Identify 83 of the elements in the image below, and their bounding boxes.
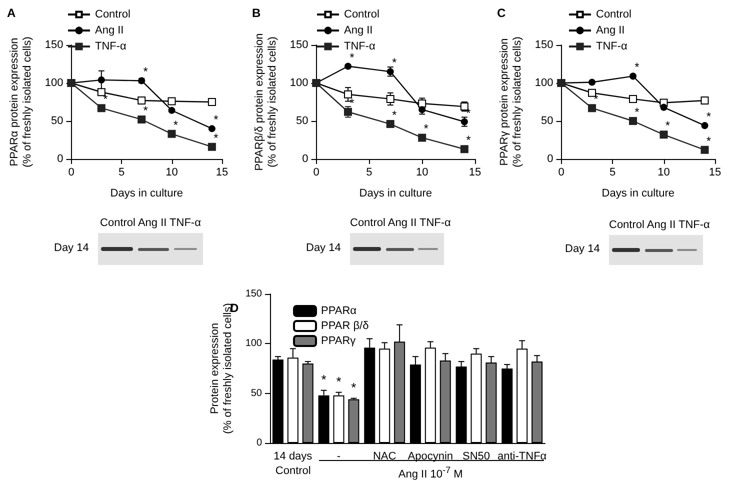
- annotation: *: [424, 122, 429, 136]
- y-tick-label: 0: [547, 153, 554, 165]
- annotation: *: [634, 60, 640, 74]
- y-tick-label: 50: [51, 115, 64, 127]
- x-tick-label: 10: [416, 166, 428, 178]
- y-tick-label: 150: [245, 288, 262, 300]
- x-tick-label: 0: [558, 166, 564, 178]
- chart-title: A: [7, 6, 16, 20]
- legend-label: PPARγ: [321, 335, 356, 347]
- legend-label: Control: [596, 8, 632, 20]
- y-tick-label: 0: [302, 153, 308, 165]
- y-tick-label: 0: [256, 438, 262, 448]
- text: Day 14: [54, 242, 89, 254]
- x-tick-label: 14 days: [274, 450, 313, 462]
- legend-label: TNF-α: [596, 40, 628, 52]
- y-tick-label: 100: [534, 77, 554, 89]
- x-tick-label: SN50: [462, 450, 490, 462]
- x-tick-label: -: [336, 450, 341, 462]
- annotation: *: [665, 118, 670, 133]
- x-tick-label: 5: [609, 166, 616, 178]
- y-tick-label: 100: [44, 77, 64, 89]
- y-tick-label: 150: [290, 39, 308, 51]
- annotation: *: [351, 380, 356, 395]
- legend-label: Ang II: [596, 24, 625, 36]
- x-tick-label: 15: [708, 166, 722, 178]
- x-tick-label: Apocynin: [408, 450, 454, 462]
- x-axis-title: Days in culture: [110, 188, 184, 200]
- annotation: *: [173, 118, 178, 132]
- legend-label: Control: [95, 8, 130, 20]
- annotation: *: [103, 92, 108, 106]
- x-axis-title: Days in culture: [602, 188, 675, 200]
- text: Control Ang II TNF-α: [99, 217, 202, 229]
- x-tick-label: 15: [468, 166, 482, 178]
- annotation: *: [214, 112, 219, 127]
- annotation: *: [634, 105, 640, 119]
- x-tick-label: 10: [658, 166, 670, 178]
- annotation: *: [706, 110, 712, 124]
- x-tick-label: 10: [166, 166, 178, 178]
- chart-title: C: [497, 6, 506, 20]
- annotation: *: [706, 134, 712, 148]
- x-tick-label: 15: [216, 166, 228, 178]
- chart-title: B: [252, 6, 261, 20]
- text: Control Ang II TNF-α: [350, 217, 451, 229]
- x-axis-title: Days in culture: [359, 188, 432, 200]
- text: Control: [275, 465, 311, 477]
- annotation: *: [350, 96, 355, 110]
- legend-label: TNF-α: [95, 40, 128, 52]
- annotation: *: [350, 50, 355, 64]
- x-tick-label: 5: [118, 166, 125, 178]
- x-tick-label: 0: [313, 166, 320, 178]
- legend-label: PPAR β/δ: [321, 320, 369, 332]
- y-tick-label: 100: [290, 77, 308, 89]
- annotation: *: [143, 103, 148, 118]
- annotation: *: [214, 130, 219, 145]
- text: Day 14: [306, 242, 341, 254]
- x-tick-label: NAC: [372, 450, 396, 462]
- y-axis-title: PPARγ protein expression (% of freshly isolated cells): [498, 36, 524, 168]
- x-tick-label: 0: [68, 166, 74, 178]
- y-axis-title: PPARβ/δ protein expression (% of freshly isolated cells): [254, 33, 278, 171]
- text: Ang II 10$^{-7}$ M: [398, 465, 463, 481]
- y-tick-label: 50: [250, 388, 262, 399]
- annotation: *: [466, 133, 472, 148]
- y-axis-title: PPARα protein expression (% of freshly isolated cells): [8, 36, 34, 168]
- legend-label: Control: [344, 8, 380, 20]
- legend-label: Ang II: [95, 24, 124, 36]
- y-tick-label: 150: [44, 39, 64, 51]
- annotation: *: [321, 372, 326, 387]
- annotation: *: [143, 64, 148, 79]
- y-tick-label: 100: [245, 338, 262, 350]
- x-tick-label: 5: [366, 166, 372, 178]
- x-tick-label: anti-TNFα: [498, 450, 548, 462]
- y-tick-label: 0: [57, 153, 64, 165]
- legend-label: PPARα: [321, 305, 358, 317]
- legend-label: Ang II: [344, 24, 373, 36]
- legend-label: TNF-α: [344, 40, 376, 52]
- y-tick-label: 150: [534, 39, 554, 51]
- annotation: *: [392, 108, 397, 122]
- annotation: *: [336, 374, 342, 389]
- y-tick-label: 50: [541, 115, 554, 127]
- text: Day 14: [565, 243, 600, 255]
- y-tick-label: 50: [296, 115, 308, 127]
- text: Control Ang II TNF-α: [609, 219, 710, 231]
- annotation: *: [392, 56, 397, 70]
